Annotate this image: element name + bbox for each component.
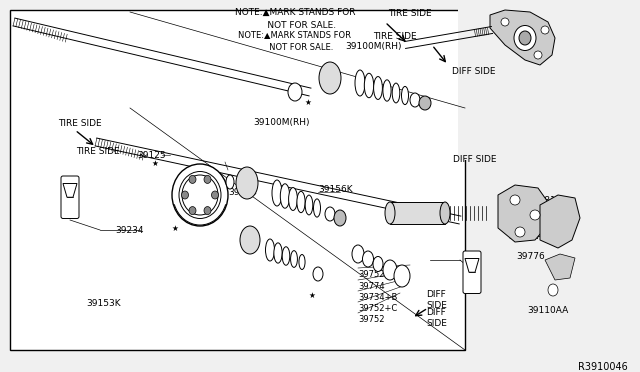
Ellipse shape <box>289 187 298 211</box>
Circle shape <box>541 26 549 34</box>
Text: 39234: 39234 <box>115 226 143 235</box>
Text: 39734: 39734 <box>228 188 257 197</box>
Text: NOTE:▲MARK STANDS FOR
     NOT FOR SALE.: NOTE:▲MARK STANDS FOR NOT FOR SALE. <box>235 8 355 29</box>
Text: 39125: 39125 <box>137 151 166 160</box>
Text: TIRE SIDE: TIRE SIDE <box>388 9 431 18</box>
Ellipse shape <box>383 260 397 280</box>
Text: 39752+B: 39752+B <box>358 270 397 279</box>
Ellipse shape <box>240 226 260 254</box>
Ellipse shape <box>211 191 218 199</box>
Text: 39752: 39752 <box>358 315 385 324</box>
Text: NOTE:▲MARK STANDS FOR
     NOT FOR SALE.: NOTE:▲MARK STANDS FOR NOT FOR SALE. <box>239 30 351 51</box>
Ellipse shape <box>274 243 282 263</box>
Circle shape <box>510 195 520 205</box>
Ellipse shape <box>383 80 391 101</box>
Ellipse shape <box>272 180 282 206</box>
Text: 39110AA: 39110AA <box>527 306 568 315</box>
Ellipse shape <box>282 247 290 265</box>
Ellipse shape <box>362 251 374 267</box>
Ellipse shape <box>352 245 364 263</box>
Text: DIFF
SIDE: DIFF SIDE <box>426 308 447 328</box>
Ellipse shape <box>291 251 298 267</box>
Text: DIFF SIDE: DIFF SIDE <box>453 155 497 164</box>
Ellipse shape <box>189 206 196 215</box>
Polygon shape <box>540 195 580 248</box>
Circle shape <box>534 51 542 59</box>
Text: 39110A: 39110A <box>508 232 543 241</box>
Circle shape <box>530 210 540 220</box>
Text: TIRE SIDE: TIRE SIDE <box>373 32 417 41</box>
Ellipse shape <box>204 176 211 183</box>
Ellipse shape <box>226 175 234 189</box>
Polygon shape <box>63 183 77 197</box>
Text: 39100M(RH): 39100M(RH) <box>345 42 401 51</box>
Ellipse shape <box>299 254 305 269</box>
Ellipse shape <box>440 202 450 224</box>
Text: ★: ★ <box>308 291 316 299</box>
Text: 39156K: 39156K <box>318 185 353 194</box>
Circle shape <box>515 227 525 237</box>
Bar <box>458 5 633 160</box>
Text: DIFF SIDE: DIFF SIDE <box>452 67 495 77</box>
Ellipse shape <box>355 70 365 96</box>
Ellipse shape <box>182 191 189 199</box>
Ellipse shape <box>313 267 323 281</box>
Text: 39776: 39776 <box>516 252 545 261</box>
Ellipse shape <box>266 239 275 261</box>
Ellipse shape <box>392 83 400 103</box>
FancyBboxPatch shape <box>61 176 79 218</box>
Ellipse shape <box>548 284 558 296</box>
Bar <box>10 10 465 350</box>
Ellipse shape <box>189 176 196 183</box>
Ellipse shape <box>394 265 410 287</box>
Ellipse shape <box>236 167 258 199</box>
Ellipse shape <box>401 86 408 105</box>
Ellipse shape <box>385 202 395 224</box>
Ellipse shape <box>314 199 321 217</box>
Ellipse shape <box>280 184 290 208</box>
Ellipse shape <box>319 62 341 94</box>
Ellipse shape <box>374 77 383 99</box>
Text: TIRE SIDE: TIRE SIDE <box>58 119 102 128</box>
Text: R3910046: R3910046 <box>579 362 628 372</box>
Text: 39774: 39774 <box>358 282 385 291</box>
Ellipse shape <box>305 195 313 215</box>
Text: ★: ★ <box>152 158 159 167</box>
Text: 39752+C: 39752+C <box>358 304 397 313</box>
Ellipse shape <box>364 73 374 98</box>
Text: DIFF
SIDE: DIFF SIDE <box>426 290 447 310</box>
Polygon shape <box>545 254 575 280</box>
Ellipse shape <box>419 96 431 110</box>
Polygon shape <box>490 10 555 65</box>
Text: 39781: 39781 <box>527 196 556 205</box>
Ellipse shape <box>334 210 346 226</box>
Ellipse shape <box>297 191 305 213</box>
Ellipse shape <box>325 207 335 221</box>
Text: 39100M(RH): 39100M(RH) <box>253 118 310 127</box>
Text: ★: ★ <box>172 224 179 232</box>
Ellipse shape <box>519 31 531 45</box>
FancyBboxPatch shape <box>463 251 481 294</box>
Ellipse shape <box>172 164 228 226</box>
Text: TIRE SIDE: TIRE SIDE <box>76 147 120 156</box>
Ellipse shape <box>514 26 536 51</box>
Text: 39153K: 39153K <box>86 299 120 308</box>
Polygon shape <box>465 259 479 272</box>
Text: 39734+B: 39734+B <box>358 293 397 302</box>
Ellipse shape <box>204 206 211 215</box>
Ellipse shape <box>373 257 383 272</box>
Ellipse shape <box>288 83 302 101</box>
Text: ★: ★ <box>305 97 312 106</box>
Bar <box>390 202 445 224</box>
Ellipse shape <box>410 93 420 107</box>
Circle shape <box>501 18 509 26</box>
Ellipse shape <box>182 175 218 215</box>
Polygon shape <box>498 185 550 242</box>
